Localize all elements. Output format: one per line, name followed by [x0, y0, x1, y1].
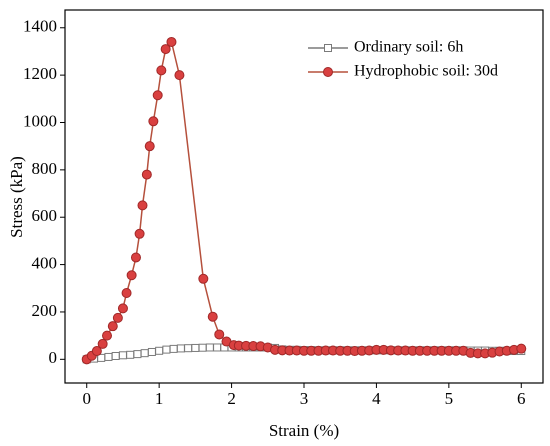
data-point [184, 344, 193, 353]
data-point [207, 311, 218, 322]
y-tick-label: 600 [32, 206, 58, 225]
data-point [112, 312, 123, 323]
data-point [166, 36, 177, 47]
data-point [107, 321, 118, 332]
data-point [152, 90, 163, 101]
data-point [117, 303, 128, 314]
x-tick-label: 3 [300, 389, 309, 408]
y-tick-label: 0 [49, 348, 58, 367]
data-point [141, 169, 152, 180]
data-point [198, 343, 207, 352]
data-point [97, 338, 108, 349]
data-point [148, 116, 159, 127]
x-tick-label: 2 [227, 389, 236, 408]
data-point [176, 344, 185, 353]
x-tick-label: 5 [445, 389, 454, 408]
data-point [140, 349, 149, 358]
legend-label: Ordinary soil: 6h [354, 39, 463, 56]
data-point [213, 343, 222, 352]
data-point [137, 200, 148, 211]
data-point [174, 70, 185, 81]
data-point [134, 228, 145, 239]
data-point [121, 288, 132, 299]
y-tick-label: 800 [32, 159, 58, 178]
data-point [126, 270, 137, 281]
data-point [169, 344, 178, 353]
data-point [144, 141, 155, 152]
data-point [516, 343, 527, 354]
y-tick-label: 400 [32, 253, 58, 272]
legend-marker [324, 44, 332, 52]
data-point [155, 346, 164, 355]
x-tick-label: 4 [372, 389, 381, 408]
data-point [162, 345, 171, 354]
x-tick-label: 6 [517, 389, 526, 408]
data-point [104, 352, 113, 361]
data-point [130, 252, 141, 263]
data-point [205, 343, 214, 352]
series-line [86, 40, 522, 360]
legend-marker [323, 67, 333, 77]
data-point [191, 343, 200, 352]
x-axis-label: Strain (%) [269, 421, 339, 440]
data-point [126, 350, 135, 359]
y-tick-label: 200 [32, 301, 58, 320]
x-tick-label: 1 [155, 389, 164, 408]
data-point [133, 350, 142, 359]
data-point [102, 330, 113, 341]
data-point [160, 44, 171, 55]
data-point [118, 351, 127, 360]
y-tick-label: 1200 [23, 64, 57, 83]
data-point [91, 346, 102, 357]
data-point [214, 329, 225, 340]
data-point [111, 352, 120, 361]
y-tick-label: 1000 [23, 111, 57, 130]
y-tick-label: 1400 [23, 17, 57, 36]
legend-label: Hydrophobic soil: 30d [354, 63, 498, 80]
data-point [198, 273, 209, 284]
y-axis-label: Stress (kPa) [7, 156, 26, 238]
x-tick-label: 0 [82, 389, 91, 408]
data-point [156, 65, 167, 76]
data-point [147, 347, 156, 356]
